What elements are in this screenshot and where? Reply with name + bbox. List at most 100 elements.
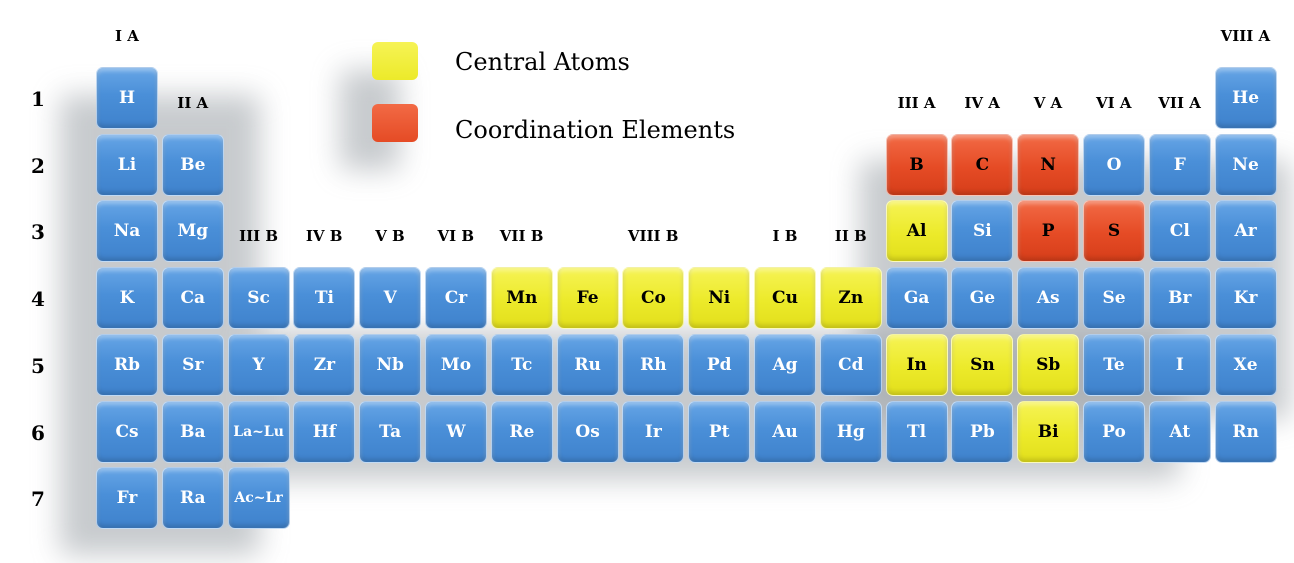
- shadow-blob: [60, 95, 260, 555]
- element-br: Br: [1148, 267, 1211, 330]
- group-label-v-b: V B: [375, 227, 405, 246]
- group-label-vi-b: VI B: [437, 227, 475, 246]
- element-f: F: [1148, 133, 1211, 196]
- element-rn: Rn: [1214, 400, 1277, 463]
- element-tl: Tl: [885, 400, 948, 463]
- element-zn: Zn: [819, 267, 882, 330]
- element-hg: Hg: [819, 400, 882, 463]
- element-cu: Cu: [754, 267, 816, 330]
- legend-swatch-coordination-elements: [372, 104, 418, 142]
- element-p: P: [1017, 200, 1080, 263]
- element-sn: Sn: [951, 333, 1014, 396]
- legend-label-central-atoms: Central Atoms: [455, 48, 630, 76]
- element-ag: Ag: [754, 333, 816, 396]
- element-ac-lr: Ac~Lr: [227, 467, 290, 530]
- element-zr: Zr: [293, 333, 356, 396]
- element-as: As: [1017, 267, 1080, 330]
- group-label-i-a: I A: [115, 27, 139, 45]
- group-label-iii-b: III B: [239, 227, 279, 246]
- group-label-v-a: V A: [1033, 93, 1063, 112]
- element-na: Na: [96, 200, 158, 263]
- element-b: B: [885, 133, 948, 196]
- element-h: H: [96, 67, 158, 129]
- element-ar: Ar: [1214, 200, 1277, 263]
- element-hf: Hf: [293, 400, 356, 463]
- element-k: K: [96, 267, 158, 330]
- element-ba: Ba: [161, 400, 224, 463]
- group-label-iv-b: IV B: [305, 227, 343, 246]
- element-mg: Mg: [161, 200, 224, 263]
- period-label-1: 1: [31, 87, 45, 111]
- element-in: In: [885, 333, 948, 396]
- element-al: Al: [885, 200, 948, 263]
- period-label-5: 5: [31, 353, 45, 378]
- group-label-vii-a: VII A: [1158, 93, 1201, 112]
- element-te: Te: [1083, 333, 1145, 396]
- element-s: S: [1083, 200, 1145, 263]
- element-co: Co: [622, 267, 685, 330]
- element-v: V: [359, 267, 422, 330]
- period-label-3: 3: [31, 220, 45, 245]
- period-label-6: 6: [31, 420, 45, 445]
- legend-swatch-central-atoms: [372, 42, 418, 80]
- group-label-vi-a: VI A: [1096, 93, 1132, 112]
- group-label-viii-b: VIII B: [627, 227, 679, 246]
- element-ra: Ra: [161, 467, 224, 530]
- element-rb: Rb: [96, 333, 158, 396]
- element-ga: Ga: [885, 267, 948, 330]
- period-label-2: 2: [31, 153, 45, 178]
- element-ne: Ne: [1214, 133, 1277, 196]
- element-ge: Ge: [951, 267, 1014, 330]
- group-label-ii-b: II B: [834, 227, 867, 246]
- element-pb: Pb: [951, 400, 1014, 463]
- element-fe: Fe: [556, 267, 619, 330]
- period-label-4: 4: [31, 287, 45, 312]
- period-label-7: 7: [31, 487, 45, 512]
- element-sb: Sb: [1017, 333, 1080, 396]
- element-mo: Mo: [425, 333, 487, 396]
- element-rh: Rh: [622, 333, 685, 396]
- element-au: Au: [754, 400, 816, 463]
- element-fr: Fr: [96, 467, 158, 530]
- element-ru: Ru: [556, 333, 619, 396]
- element-po: Po: [1083, 400, 1145, 463]
- element-nb: Nb: [359, 333, 422, 396]
- element-ti: Ti: [293, 267, 356, 330]
- element-at: At: [1148, 400, 1211, 463]
- element-sr: Sr: [161, 333, 224, 396]
- element-os: Os: [556, 400, 619, 463]
- element-li: Li: [96, 133, 158, 196]
- element-xe: Xe: [1214, 333, 1277, 396]
- legend-label-coordination-elements: Coordination Elements: [455, 116, 736, 144]
- element-ca: Ca: [161, 267, 224, 330]
- group-label-iv-a: IV A: [964, 93, 1000, 112]
- element-pt: Pt: [688, 400, 751, 463]
- element-bi: Bi: [1017, 400, 1080, 463]
- element-mn: Mn: [490, 267, 553, 330]
- element-si: Si: [951, 200, 1014, 263]
- element-w: W: [425, 400, 487, 463]
- element-pd: Pd: [688, 333, 751, 396]
- element-se: Se: [1083, 267, 1145, 330]
- element-sc: Sc: [227, 267, 290, 330]
- element-ir: Ir: [622, 400, 685, 463]
- element-cd: Cd: [819, 333, 882, 396]
- element-cl: Cl: [1148, 200, 1211, 263]
- group-label-viii-a: VIII A: [1220, 27, 1271, 45]
- element-kr: Kr: [1214, 267, 1277, 330]
- element-la-lu: La~Lu: [227, 400, 290, 463]
- element-y: Y: [227, 333, 290, 396]
- element-tc: Tc: [490, 333, 553, 396]
- element-i: I: [1148, 333, 1211, 396]
- element-ni: Ni: [688, 267, 751, 330]
- group-label-iii-a: III A: [897, 93, 936, 112]
- element-cs: Cs: [96, 400, 158, 463]
- element-c: C: [951, 133, 1014, 196]
- element-be: Be: [161, 133, 224, 196]
- element-re: Re: [490, 400, 553, 463]
- element-n: N: [1017, 133, 1080, 196]
- element-o: O: [1083, 133, 1145, 196]
- group-label-vii-b: VII B: [499, 227, 544, 246]
- group-label-i-b: I B: [772, 227, 798, 246]
